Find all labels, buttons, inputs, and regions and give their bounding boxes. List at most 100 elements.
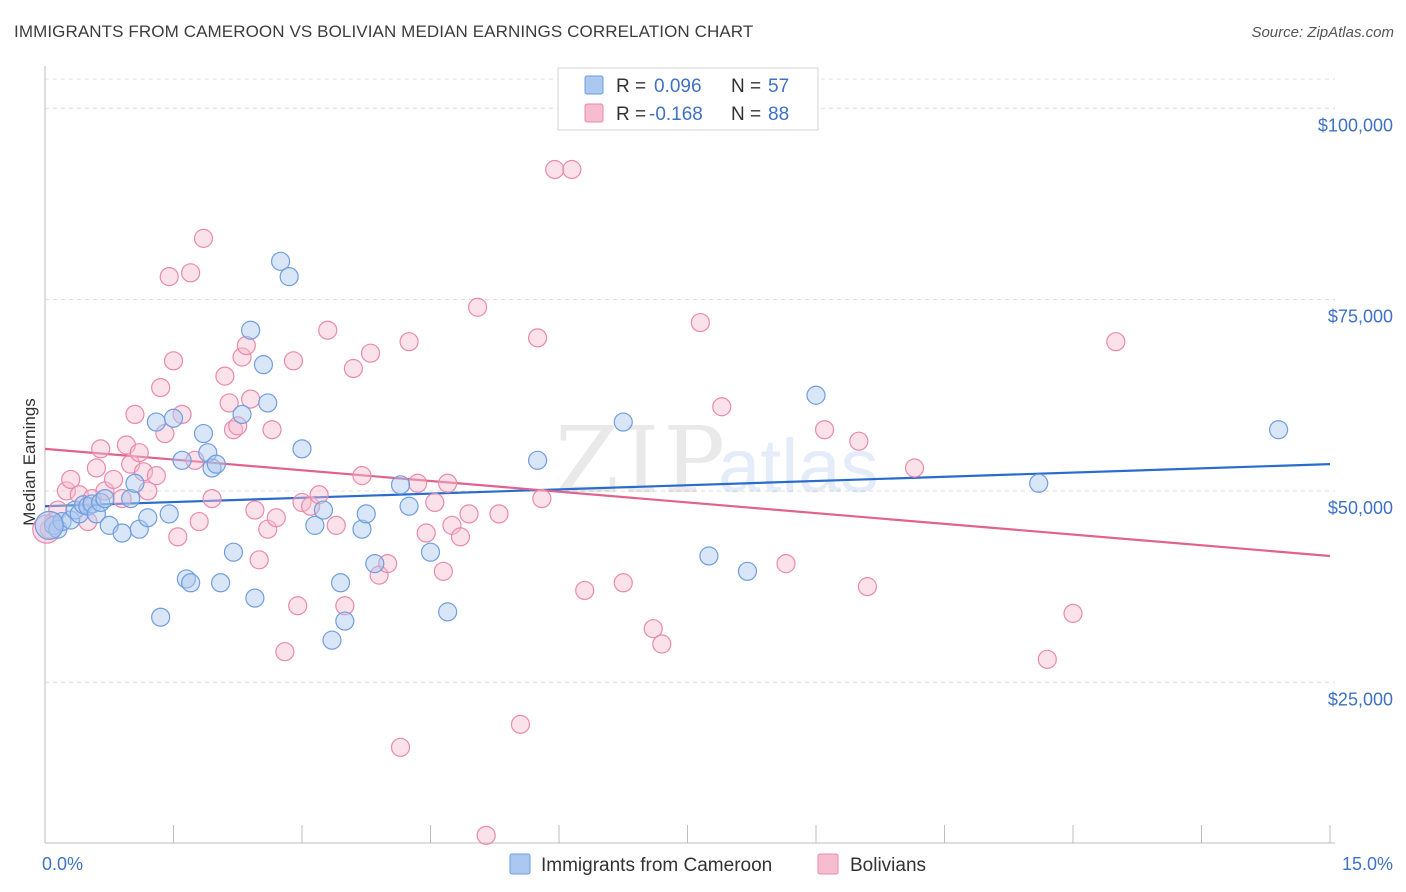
axes bbox=[44, 66, 1335, 844]
bottom-legend: Immigrants from Cameroon Bolivians bbox=[509, 853, 926, 876]
point-cameroon bbox=[211, 573, 231, 593]
point-cameroon bbox=[206, 454, 226, 474]
point-bolivian bbox=[643, 619, 663, 639]
bottom-legend-label-bolivians: Bolivians bbox=[850, 855, 926, 876]
point-cameroon bbox=[330, 573, 351, 593]
point-cameroon bbox=[86, 504, 107, 524]
point-bolivian bbox=[468, 297, 488, 317]
watermark: ZIP atlas bbox=[555, 407, 879, 514]
point-cameroon bbox=[390, 475, 411, 495]
legend-swatch-bolivians bbox=[584, 103, 604, 123]
point-bolivian bbox=[228, 416, 248, 436]
point-cameroon bbox=[181, 573, 201, 593]
trend-line-bolivians bbox=[44, 447, 1331, 558]
point-cameroon bbox=[193, 423, 214, 444]
point-bolivian bbox=[1063, 603, 1083, 623]
y-tick-label: $100,000 bbox=[1318, 115, 1393, 135]
point-bolivian bbox=[613, 573, 633, 593]
point-bolivian bbox=[532, 488, 552, 509]
point-cameroon bbox=[699, 546, 719, 566]
point-cameroon bbox=[121, 488, 141, 509]
point-cameroon bbox=[1268, 420, 1289, 440]
point-bolivian bbox=[904, 458, 925, 478]
y-tick-label: $25,000 bbox=[1328, 689, 1393, 709]
point-cameroon bbox=[159, 504, 179, 524]
point-bolivian bbox=[776, 554, 796, 574]
watermark-zip: ZIP bbox=[555, 407, 729, 514]
point-cameroon bbox=[438, 602, 458, 622]
point-bolivian bbox=[408, 473, 428, 493]
chart-title: IMMIGRANTS FROM CAMEROON VS BOLIVIAN MED… bbox=[14, 22, 754, 41]
point-cameroon bbox=[527, 450, 548, 470]
point-cameroon bbox=[95, 488, 115, 509]
bottom-legend-label-cameroon: Immigrants from Cameroon bbox=[541, 855, 772, 876]
point-bolivian bbox=[459, 504, 479, 524]
series-cameroon bbox=[34, 251, 1289, 650]
point-bolivian bbox=[575, 580, 595, 601]
point-bolivian bbox=[476, 825, 496, 845]
point-bolivian bbox=[690, 312, 710, 333]
point-bolivian bbox=[129, 443, 149, 463]
point-bolivian bbox=[527, 328, 548, 348]
point-bolivian bbox=[103, 469, 124, 490]
point-bolivian bbox=[450, 527, 471, 547]
point-bolivian bbox=[146, 466, 166, 486]
x-tick-label-min: 0.0% bbox=[42, 854, 83, 874]
point-bolivian bbox=[1037, 649, 1057, 669]
point-cameroon bbox=[223, 542, 244, 562]
point-bolivian bbox=[283, 351, 304, 371]
point-cameroon bbox=[313, 500, 334, 520]
legend-n-label-cameroon: N = bbox=[731, 76, 761, 97]
legend-r-label-bolivians: R = bbox=[616, 104, 646, 125]
point-bolivian bbox=[163, 351, 184, 371]
point-cameroon bbox=[245, 588, 265, 608]
point-cluster-cameroon bbox=[34, 510, 64, 540]
point-bolivian bbox=[326, 515, 346, 535]
point-cameroon bbox=[335, 611, 355, 631]
point-bolivian bbox=[857, 577, 878, 597]
point-cameroon bbox=[253, 355, 274, 375]
point-cameroon bbox=[151, 607, 171, 627]
point-cameroon bbox=[279, 267, 299, 287]
point-cameroon bbox=[399, 496, 419, 516]
legend-r-value-cameroon: 0.096 bbox=[654, 76, 702, 97]
point-bolivian bbox=[91, 439, 111, 459]
point-cameroon bbox=[365, 554, 385, 574]
point-cameroon bbox=[1029, 473, 1049, 493]
gridlines bbox=[45, 78, 1335, 683]
point-bolivian bbox=[168, 527, 188, 547]
point-cameroon bbox=[420, 542, 441, 562]
point-bolivian bbox=[309, 485, 329, 505]
point-bolivian bbox=[56, 481, 77, 501]
point-cameroon bbox=[322, 630, 342, 650]
point-cameroon bbox=[356, 504, 376, 524]
point-bolivian bbox=[181, 263, 201, 283]
point-bolivian bbox=[193, 228, 214, 248]
bottom-legend-swatch-bolivians bbox=[817, 853, 839, 875]
point-bolivian bbox=[399, 332, 419, 352]
bottom-legend-swatch-cameroon bbox=[509, 853, 531, 875]
legend: R = 0.096 N = 57 R = -0.168 N = 88 bbox=[557, 67, 819, 131]
point-cameroon bbox=[258, 393, 278, 413]
point-bolivian bbox=[151, 378, 171, 398]
point-cameroon bbox=[613, 412, 633, 432]
point-bolivian bbox=[232, 347, 252, 367]
point-cameroon bbox=[352, 519, 372, 539]
point-cameroon bbox=[138, 508, 158, 528]
trend-line-cameroon bbox=[44, 463, 1331, 508]
point-cameroon bbox=[806, 385, 826, 405]
point-bolivian bbox=[219, 393, 239, 413]
point-bolivian bbox=[390, 737, 411, 757]
point-bolivian bbox=[318, 320, 338, 340]
point-cameroon bbox=[737, 561, 758, 581]
tick-labels: $100,000 $75,000 $50,000 $25,000 0.0% 15.0% bbox=[42, 115, 1393, 874]
point-bolivian bbox=[545, 159, 565, 180]
point-cameroon bbox=[232, 404, 252, 425]
point-bolivian bbox=[266, 508, 286, 528]
point-cameroon bbox=[163, 408, 184, 428]
source-label: Source: ZipAtlas.com bbox=[1251, 24, 1394, 41]
point-cameroon bbox=[292, 439, 312, 459]
legend-r-label-cameroon: R = bbox=[616, 76, 646, 97]
point-cameroon bbox=[112, 523, 132, 543]
